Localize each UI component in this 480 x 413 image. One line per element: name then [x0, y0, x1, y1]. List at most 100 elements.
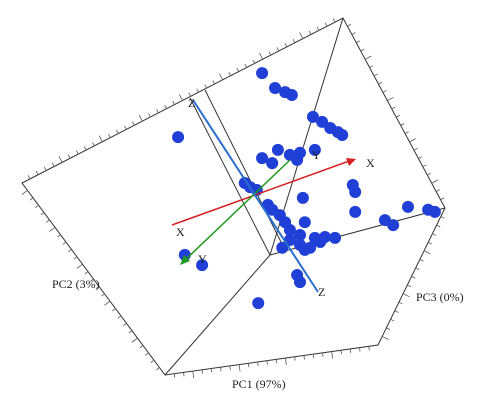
arrow-label: Z: [188, 96, 195, 110]
edge-hatch: [284, 357, 287, 366]
edge-hatch: [183, 372, 185, 377]
axis-label: PC2 (3%): [52, 277, 100, 291]
edge-hatch: [84, 271, 89, 275]
point: [276, 241, 289, 254]
edge-hatch: [340, 350, 342, 355]
edge-hatch: [312, 354, 315, 359]
point: [316, 115, 329, 128]
edge-hatch: [407, 284, 412, 288]
edge-hatch: [229, 365, 231, 370]
edge-hatch: [252, 59, 256, 64]
edge-hatch: [228, 72, 232, 76]
edge-hatch: [259, 52, 264, 60]
edge-hatch: [413, 147, 418, 151]
point: [294, 228, 306, 241]
point: [294, 276, 306, 289]
edge-hatch: [294, 356, 296, 361]
edge-hatch: [21, 190, 28, 195]
box-edge: [189, 97, 271, 256]
edge-hatch: [201, 369, 203, 374]
edge-hatch: [196, 88, 199, 93]
x-arrow: [171, 159, 353, 226]
point: [196, 259, 209, 272]
edge-hatch: [332, 18, 336, 23]
edge-hatch: [435, 189, 440, 192]
point: [336, 129, 349, 142]
edge-hatch: [219, 73, 223, 81]
point: [349, 205, 362, 218]
point: [271, 143, 284, 156]
edge-hatch: [108, 133, 111, 138]
edge-hatch: [95, 286, 100, 290]
edge-hatch: [238, 364, 241, 372]
edge-hatch: [440, 216, 445, 219]
edge-hatch: [322, 352, 324, 357]
point: [296, 191, 309, 204]
edge-hatch: [68, 249, 72, 253]
arrow-label: Y: [198, 252, 207, 266]
edge-hatch: [178, 94, 183, 101]
point: [306, 110, 319, 123]
edge-hatch: [247, 363, 250, 368]
edge-hatch: [356, 40, 361, 44]
edge-hatch: [331, 351, 334, 359]
edge-hatch: [396, 114, 400, 118]
edge-hatch: [276, 47, 280, 52]
edge-hatch: [46, 219, 50, 223]
edge-hatch: [62, 241, 67, 245]
edge-hatch: [29, 197, 34, 201]
point: [252, 297, 265, 310]
edge-hatch: [51, 162, 55, 167]
edge-hatch: [382, 90, 387, 93]
edge-hatch: [172, 100, 175, 105]
edge-hatch: [148, 113, 151, 118]
edge-hatch: [440, 197, 445, 201]
edge-hatch: [132, 121, 135, 126]
edge-hatch: [124, 125, 127, 130]
point: [256, 67, 269, 80]
edge-hatch: [67, 154, 71, 159]
edge-hatch: [394, 310, 399, 313]
axis-label: PC1 (97%): [232, 377, 286, 391]
edge-hatch: [58, 155, 63, 163]
point: [402, 200, 414, 213]
edge-hatch: [364, 55, 372, 60]
x-arrowhead: [346, 158, 356, 166]
edge-hatch: [402, 293, 410, 298]
edge-hatch: [428, 241, 433, 245]
arrow-label: Z: [318, 285, 325, 299]
edge-hatch: [423, 250, 431, 255]
edge-hatch: [360, 48, 365, 52]
edge-hatch: [84, 146, 87, 151]
edge-hatch: [139, 345, 144, 349]
axis-label: PC3 (0%): [416, 290, 464, 304]
edge-hatch: [192, 371, 195, 379]
edge-hatch: [244, 63, 248, 68]
edge-hatch: [116, 129, 119, 134]
edge-hatch: [422, 164, 427, 168]
edge-hatches: [21, 18, 445, 379]
edge-hatch: [303, 355, 305, 360]
edge-hatch: [369, 65, 374, 68]
box-outline: [21, 17, 446, 376]
edge-hatch: [266, 360, 268, 365]
point: [283, 224, 296, 237]
point: [308, 143, 321, 156]
edge-hatch: [257, 361, 259, 366]
point: [294, 146, 306, 159]
edge-hatch: [390, 318, 395, 322]
edge-hatch: [292, 39, 296, 43]
edge-hatch: [128, 330, 133, 334]
edge-hatch: [27, 175, 31, 180]
point: [329, 231, 342, 244]
arrow-label: Y: [312, 148, 321, 162]
arrow-label: X: [366, 156, 375, 170]
edge-hatch: [112, 308, 116, 312]
edge-hatch: [188, 92, 191, 97]
edge-hatch: [404, 131, 409, 135]
edge-hatch: [378, 81, 383, 85]
edge-hatch: [347, 24, 352, 27]
edge-hatch: [98, 135, 103, 142]
edge-hatch: [40, 212, 45, 216]
